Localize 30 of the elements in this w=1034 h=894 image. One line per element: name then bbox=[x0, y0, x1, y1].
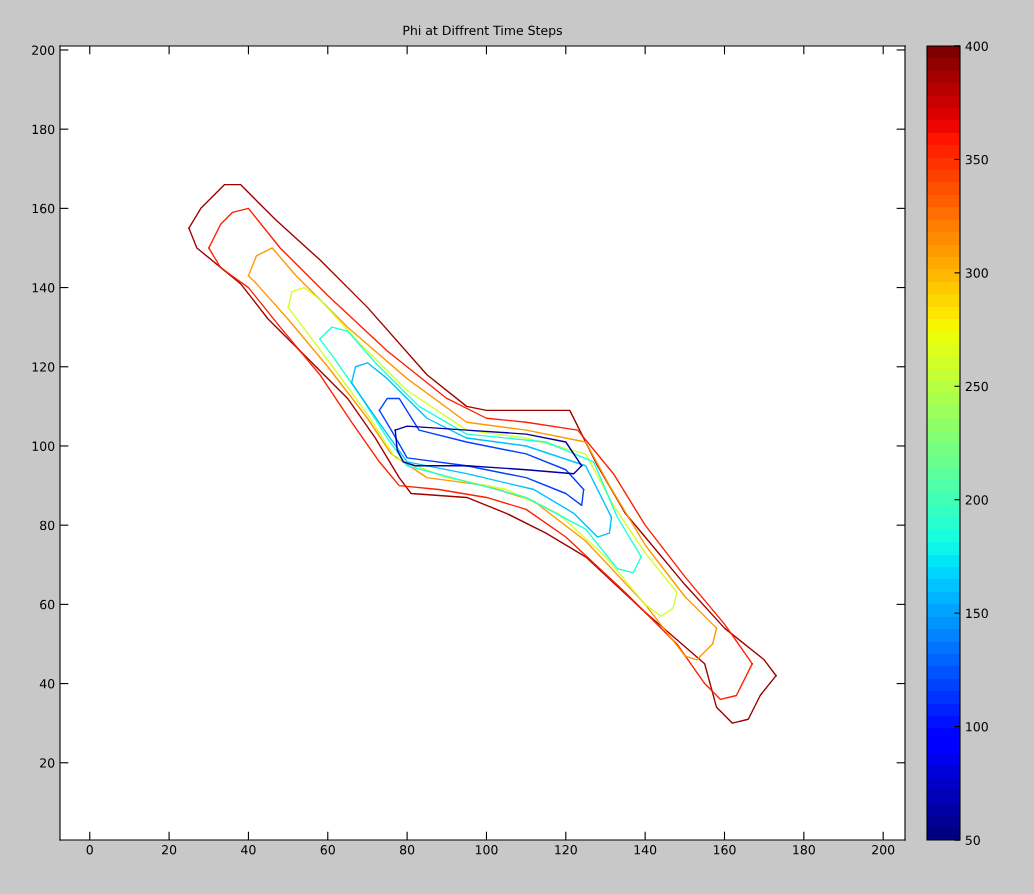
x-tick-label: 140 bbox=[634, 845, 657, 855]
color-bar-label: 250 bbox=[965, 381, 988, 392]
x-tick-label: 20 bbox=[162, 845, 177, 855]
color-bar-label: 400 bbox=[965, 41, 988, 51]
color-bar-label: 300 bbox=[965, 268, 988, 278]
y-tick-label: 100 bbox=[32, 441, 55, 451]
color-bar-label: 350 bbox=[965, 154, 988, 165]
x-tick-label: 0 bbox=[86, 845, 93, 855]
y-tick-label: 80 bbox=[40, 520, 55, 531]
x-tick-label: 80 bbox=[400, 845, 415, 855]
x-tick-label: 180 bbox=[793, 845, 815, 855]
y-tick-label: 120 bbox=[32, 362, 55, 372]
y-tick-label: 40 bbox=[39, 679, 55, 689]
y-tick-label: 20 bbox=[40, 758, 55, 768]
x-tick-label: 100 bbox=[475, 845, 498, 855]
y-tick-label: 140 bbox=[32, 283, 55, 293]
x-tick-label: 60 bbox=[320, 845, 335, 855]
y-tick-label: 180 bbox=[32, 124, 55, 135]
y-tick-label: 60 bbox=[40, 599, 55, 610]
color-bar-label: 200 bbox=[965, 495, 988, 505]
y-tick-label: 200 bbox=[32, 45, 55, 55]
x-tick-label: 120 bbox=[555, 845, 577, 855]
color-bar-label: 50 bbox=[965, 835, 980, 845]
color-bar-label: 100 bbox=[966, 722, 988, 732]
x-tick-label: 200 bbox=[872, 845, 895, 855]
x-tick-label: 160 bbox=[713, 845, 736, 855]
y-tick-label: 160 bbox=[32, 203, 55, 214]
chart-title: Phi at Diffrent Time Steps bbox=[403, 25, 562, 38]
color-bar-label: 150 bbox=[966, 608, 988, 619]
x-tick-label: 40 bbox=[241, 845, 256, 855]
